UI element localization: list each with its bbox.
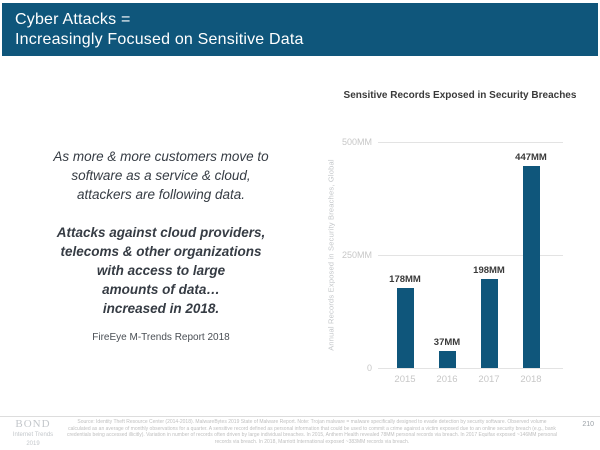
footer-note: Source: Identity Theft Resource Center (…: [66, 419, 558, 445]
gridline-250MM: [378, 255, 563, 256]
bar-2015: [396, 287, 414, 368]
chart-title: Sensitive Records Exposed in Security Br…: [343, 90, 577, 101]
slide-title: Cyber Attacks = Increasingly Focused on S…: [15, 11, 304, 48]
gridline-500MM: [378, 142, 563, 143]
commentary-source: FireEye M-Trends Report 2018: [92, 332, 230, 343]
bar-2016: [438, 351, 456, 368]
left-commentary: As more & more customers move to software…: [10, 147, 312, 343]
page-number: 210: [582, 421, 594, 428]
bar-value-label-2017: 198MM: [473, 264, 505, 276]
x-tick-label-2015: 2015: [394, 374, 416, 385]
y-tick-label-0: 0: [366, 363, 372, 373]
bar-2017: [480, 278, 498, 368]
bar-value-label-2016: 37MM: [433, 337, 461, 349]
bond-logo: BOND Internet Trends 2019: [4, 419, 62, 448]
header-band: Cyber Attacks = Increasingly Focused on S…: [2, 3, 598, 56]
x-tick-label-2017: 2017: [478, 374, 500, 385]
x-tick-label-2018: 2018: [520, 374, 542, 385]
logo-name: BOND: [15, 418, 51, 430]
y-tick-label-500MM: 500MM: [341, 137, 372, 147]
y-tick-label-250MM: 250MM: [341, 250, 372, 260]
plot-area: 0 250MM 500MM 178MM 2015 37MM 2016 198MM 2017 447…: [342, 137, 563, 385]
commentary-paragraph-2: Attacks against cloud providers, telecoms…: [56, 225, 266, 316]
bar-value-label-2018: 447MM: [515, 151, 547, 163]
x-tick-label-2016: 2016: [436, 374, 458, 385]
commentary-paragraph-1: As more & more customers move to software…: [53, 149, 269, 202]
footer-divider: [0, 416, 600, 417]
bar-2018: [522, 165, 540, 368]
logo-subtitle: Internet Trends: [12, 432, 54, 438]
bar-value-label-2015: 178MM: [389, 273, 421, 285]
gridline-0: [378, 368, 563, 369]
logo-year: 2019: [26, 441, 40, 447]
